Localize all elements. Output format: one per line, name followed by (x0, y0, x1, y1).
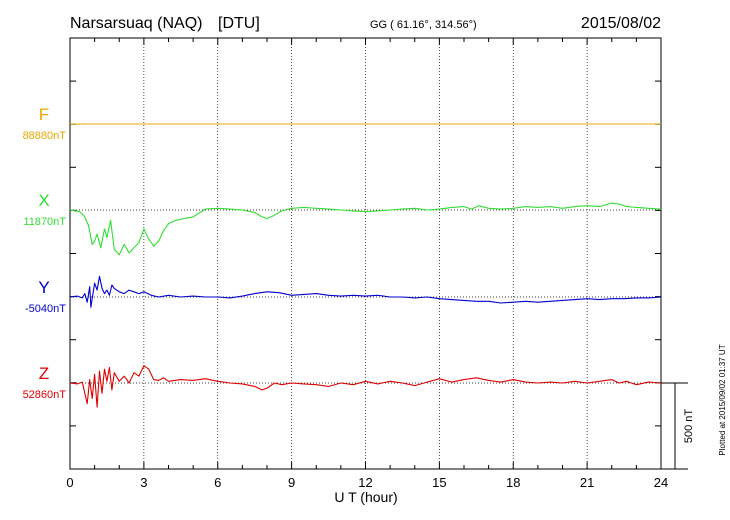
plotted-at-note: Plotted at 2015/09/02 01:37 UT (718, 344, 727, 455)
x-tick-label: 0 (66, 475, 73, 490)
series-lines (69, 123, 662, 408)
component-label-f: F (39, 105, 49, 124)
scale-bar-label: 500 nT (683, 409, 695, 444)
x-axis-title: U T (hour) (334, 489, 397, 505)
x-tick-label: 21 (580, 475, 594, 490)
scale-bar: 500 nT (661, 382, 695, 470)
x-tick-label: 24 (654, 475, 668, 490)
coordinates-label: GG ( 61.16°, 314.56°) (370, 19, 477, 31)
grid (143, 38, 588, 469)
station-title: Narsarsuaq (NAQ) (70, 15, 202, 32)
baseline-value-x: 11870nT (23, 216, 66, 228)
component-label-x: X (38, 191, 49, 210)
x-tick-label: 12 (358, 475, 372, 490)
date-label: 2015/08/02 (581, 15, 661, 32)
series-line-x (69, 202, 662, 256)
component-label-z: Z (39, 364, 49, 383)
component-label-y: Y (38, 278, 49, 297)
institute-label: [DTU] (218, 15, 260, 32)
x-tick-labels: 0 3 6 9 12 15 18 21 24 (66, 475, 668, 490)
x-tick-label: 15 (432, 475, 446, 490)
baseline-value-z: 52860nT (23, 389, 67, 401)
component-labels: F 88880nT X 11870nT Y -5040nT Z 52860nT (23, 105, 67, 401)
series-line-y (69, 275, 662, 308)
x-tick-label: 6 (214, 475, 221, 490)
x-tick-label: 18 (506, 475, 520, 490)
baseline-value-f: 88880nT (23, 130, 67, 142)
x-tick-label: 9 (288, 475, 295, 490)
baseline-value-y: -5040nT (25, 303, 66, 315)
x-tick-label: 3 (140, 475, 147, 490)
series-line-z (69, 365, 662, 408)
